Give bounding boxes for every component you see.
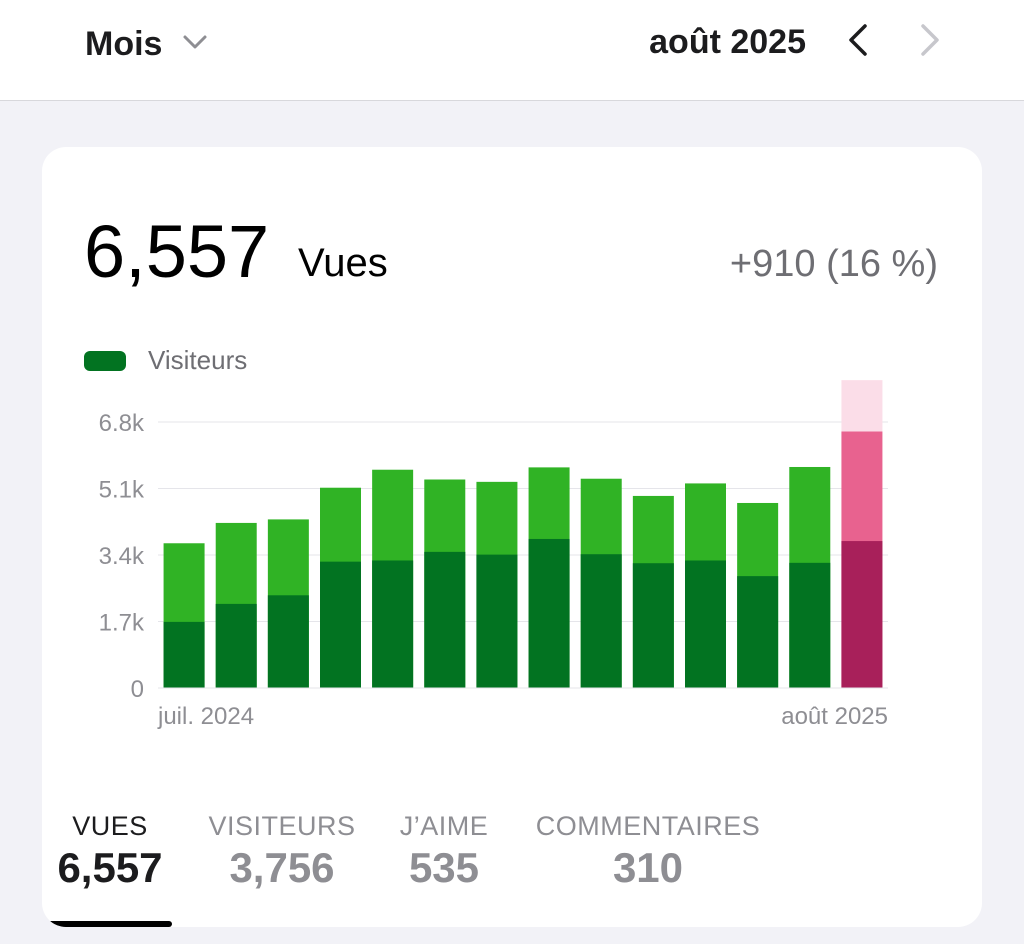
y-tick-label: 3.4k: [99, 543, 145, 570]
views-bar-chart: 0 1.7k 3.4k 5.1k 6.8k juil. 2024 août 2025: [99, 380, 888, 730]
previous-period-button[interactable]: [838, 22, 878, 62]
active-tab-indicator: [48, 921, 172, 927]
tab-comments[interactable]: COMMENTAIRES 310: [530, 807, 766, 927]
legend-swatch: [84, 350, 126, 371]
tab-likes[interactable]: J’AIME 535: [392, 807, 496, 927]
bar-visitors: [632, 563, 674, 688]
y-tick-label: 1.7k: [99, 610, 145, 637]
y-tick-label: 0: [131, 676, 144, 703]
tab-value: 310: [612, 844, 684, 891]
total-unit: Vues: [298, 241, 388, 285]
x-tick-label-start: juil. 2024: [157, 703, 254, 730]
x-tick-label-end: août 2025: [781, 703, 888, 730]
chevron-right-icon: [919, 23, 941, 62]
date-label: août 2025: [649, 22, 806, 61]
bar-visitors: [789, 562, 831, 688]
chart-legend: Visiteurs: [84, 345, 247, 376]
bar-visitors: [841, 541, 883, 688]
bar-visitors: [737, 576, 779, 688]
bar-visitors: [476, 554, 518, 688]
bar-visitors: [528, 538, 570, 688]
bar-visitors: [320, 561, 361, 688]
y-tick-label: 6.8k: [99, 410, 145, 437]
delta-value: +910 (16 %): [729, 243, 938, 285]
next-period-button[interactable]: [910, 22, 950, 62]
bar-visitors: [580, 554, 622, 688]
period-selector[interactable]: Mois: [85, 22, 208, 66]
tab-value: 3,756: [229, 844, 335, 891]
chevron-left-icon: [847, 23, 869, 62]
tab-label: VUES: [72, 811, 148, 841]
bar-visitors: [267, 595, 309, 688]
chevron-down-icon: [182, 34, 208, 55]
period-label: Mois: [85, 24, 163, 63]
y-tick-label: 5.1k: [99, 477, 145, 504]
tab-views[interactable]: VUES 6,557: [48, 807, 172, 927]
bar-visitors: [215, 603, 257, 688]
stats-card: 6,557 Vues +910 (16 %) Visiteurs 0 1.7k 3.…: [42, 147, 982, 927]
bar-visitors: [424, 551, 466, 688]
tab-value: 6,557: [57, 844, 163, 891]
tab-visitors[interactable]: VISITEURS 3,756: [206, 807, 358, 927]
tab-label: J’AIME: [399, 811, 489, 841]
total-value: 6,557: [84, 210, 270, 293]
tab-label: VISITEURS: [208, 811, 356, 841]
tab-value: 535: [408, 844, 480, 891]
tab-label: COMMENTAIRES: [535, 811, 761, 841]
bar-projection: [841, 380, 883, 432]
top-bar: Mois août 2025: [0, 0, 1024, 101]
bar-visitors: [372, 560, 414, 688]
bar-visitors: [685, 560, 726, 688]
bar-visitors: [163, 621, 205, 688]
metric-tabs: VUES 6,557 VISITEURS 3,756 J’AIME 535 CO…: [42, 807, 982, 927]
legend-label: Visiteurs: [148, 345, 248, 375]
